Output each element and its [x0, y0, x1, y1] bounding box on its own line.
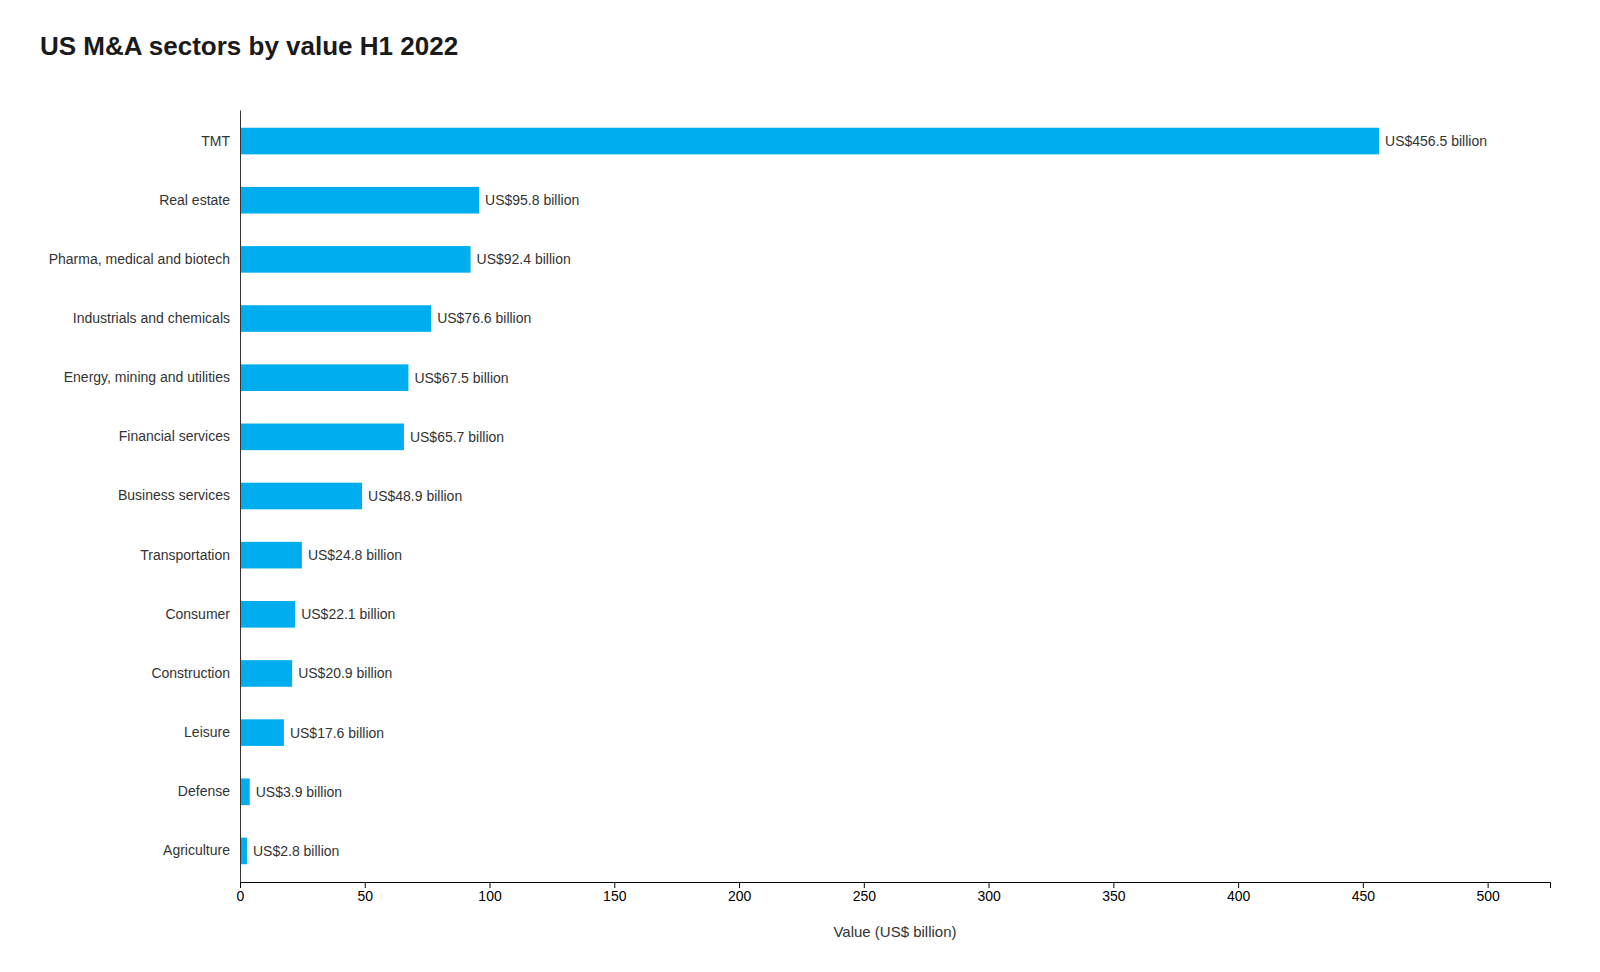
bar: [240, 483, 362, 510]
data-label: US$2.8 billion: [253, 843, 339, 859]
x-tick: 0: [237, 882, 245, 904]
data-label: US$20.9 billion: [298, 665, 392, 681]
x-tick-label: 400: [1227, 888, 1251, 904]
data-label: US$48.9 billion: [368, 488, 462, 504]
bar: [240, 838, 247, 865]
chart-svg: US M&A sectors by value H1 2022 0 50 100 150…: [0, 0, 1600, 972]
bar: [240, 424, 404, 451]
y-tick-label: Agriculture: [163, 842, 230, 858]
y-axis: Agriculture Defense Leisure Construction Con…: [49, 111, 241, 883]
chart-container: US M&A sectors by value H1 2022 0 50 100 150…: [0, 0, 1600, 972]
data-label: US$24.8 billion: [308, 547, 402, 563]
bar: [240, 246, 471, 273]
y-tick: Pharma, medical and biotech: [49, 251, 230, 267]
y-tick-label: Leisure: [184, 724, 230, 740]
title: US M&A sectors by value H1 2022: [40, 31, 458, 61]
data-labels: US$2.8 billion US$3.9 billion US$17.6 bill…: [253, 133, 1487, 859]
y-tick: Agriculture: [163, 842, 230, 858]
x-tick-label: 250: [853, 888, 877, 904]
bar: [240, 364, 408, 391]
x-tick-label: 150: [603, 888, 627, 904]
y-tick: Defense: [178, 783, 230, 799]
y-axis-line: [240, 111, 241, 883]
y-tick: Construction: [151, 665, 230, 681]
y-tick: Leisure: [184, 724, 230, 740]
x-tick: 250: [853, 882, 877, 904]
data-label: US$22.1 billion: [301, 606, 395, 622]
y-tick-label: Pharma, medical and biotech: [49, 251, 230, 267]
y-tick-label: Transportation: [140, 547, 230, 563]
x-tick-label: 450: [1352, 888, 1376, 904]
x-tick: 400: [1227, 882, 1251, 904]
bar: [240, 128, 1379, 155]
data-label: US$76.6 billion: [437, 310, 531, 326]
y-tick: Industrials and chemicals: [73, 310, 230, 326]
y-tick-label: Consumer: [165, 606, 230, 622]
y-tick-label: Industrials and chemicals: [73, 310, 230, 326]
x-tick: 500: [1476, 882, 1500, 904]
x-tick: 150: [603, 882, 627, 904]
x-tick: 300: [977, 882, 1001, 904]
data-label: US$92.4 billion: [477, 251, 571, 267]
bars: [240, 128, 1379, 865]
y-tick: TMT: [201, 133, 230, 149]
y-tick: Real estate: [159, 192, 230, 208]
plot: 0 50 100 150 200 250 300 350 400 450 500 Value (US$…: [49, 111, 1551, 941]
x-tick: 100: [478, 882, 502, 904]
data-label: US$17.6 billion: [290, 725, 384, 741]
y-tick: Business services: [118, 487, 230, 503]
x-tick-label: 100: [478, 888, 502, 904]
x-tick: 200: [728, 882, 752, 904]
x-tick-label: 300: [977, 888, 1001, 904]
y-tick-label: TMT: [201, 133, 230, 149]
bar: [240, 778, 250, 805]
y-tick-label: Business services: [118, 487, 230, 503]
x-axis-label: Value (US$ billion): [833, 923, 956, 940]
y-tick-label: Construction: [151, 665, 230, 681]
bar: [240, 305, 431, 332]
x-tick: 450: [1352, 882, 1376, 904]
y-tick-label: Energy, mining and utilities: [64, 369, 230, 385]
bar: [240, 601, 295, 628]
data-label: US$65.7 billion: [410, 429, 504, 445]
x-tick: 50: [357, 882, 373, 904]
x-tick-label: 500: [1476, 888, 1500, 904]
x-axis: 0 50 100 150 200 250 300 350 400 450 500: [237, 882, 1551, 904]
y-tick: Energy, mining and utilities: [64, 369, 230, 385]
x-tick-label: 350: [1102, 888, 1126, 904]
data-label: US$95.8 billion: [485, 192, 579, 208]
bar: [240, 187, 479, 214]
x-tick-label: 200: [728, 888, 752, 904]
data-label: US$67.5 billion: [414, 370, 508, 386]
y-tick-label: Real estate: [159, 192, 230, 208]
y-tick-label: Financial services: [119, 428, 230, 444]
y-tick-label: Defense: [178, 783, 230, 799]
data-label: US$3.9 billion: [256, 784, 342, 800]
data-label: US$456.5 billion: [1385, 133, 1487, 149]
x-tick-label: 0: [237, 888, 245, 904]
y-tick: Financial services: [119, 428, 230, 444]
bar: [240, 719, 284, 746]
x-tick-label: 50: [357, 888, 373, 904]
bar: [240, 542, 302, 569]
bar: [240, 660, 292, 687]
y-tick: Consumer: [165, 606, 230, 622]
x-tick: 350: [1102, 882, 1126, 904]
y-tick: Transportation: [140, 547, 230, 563]
